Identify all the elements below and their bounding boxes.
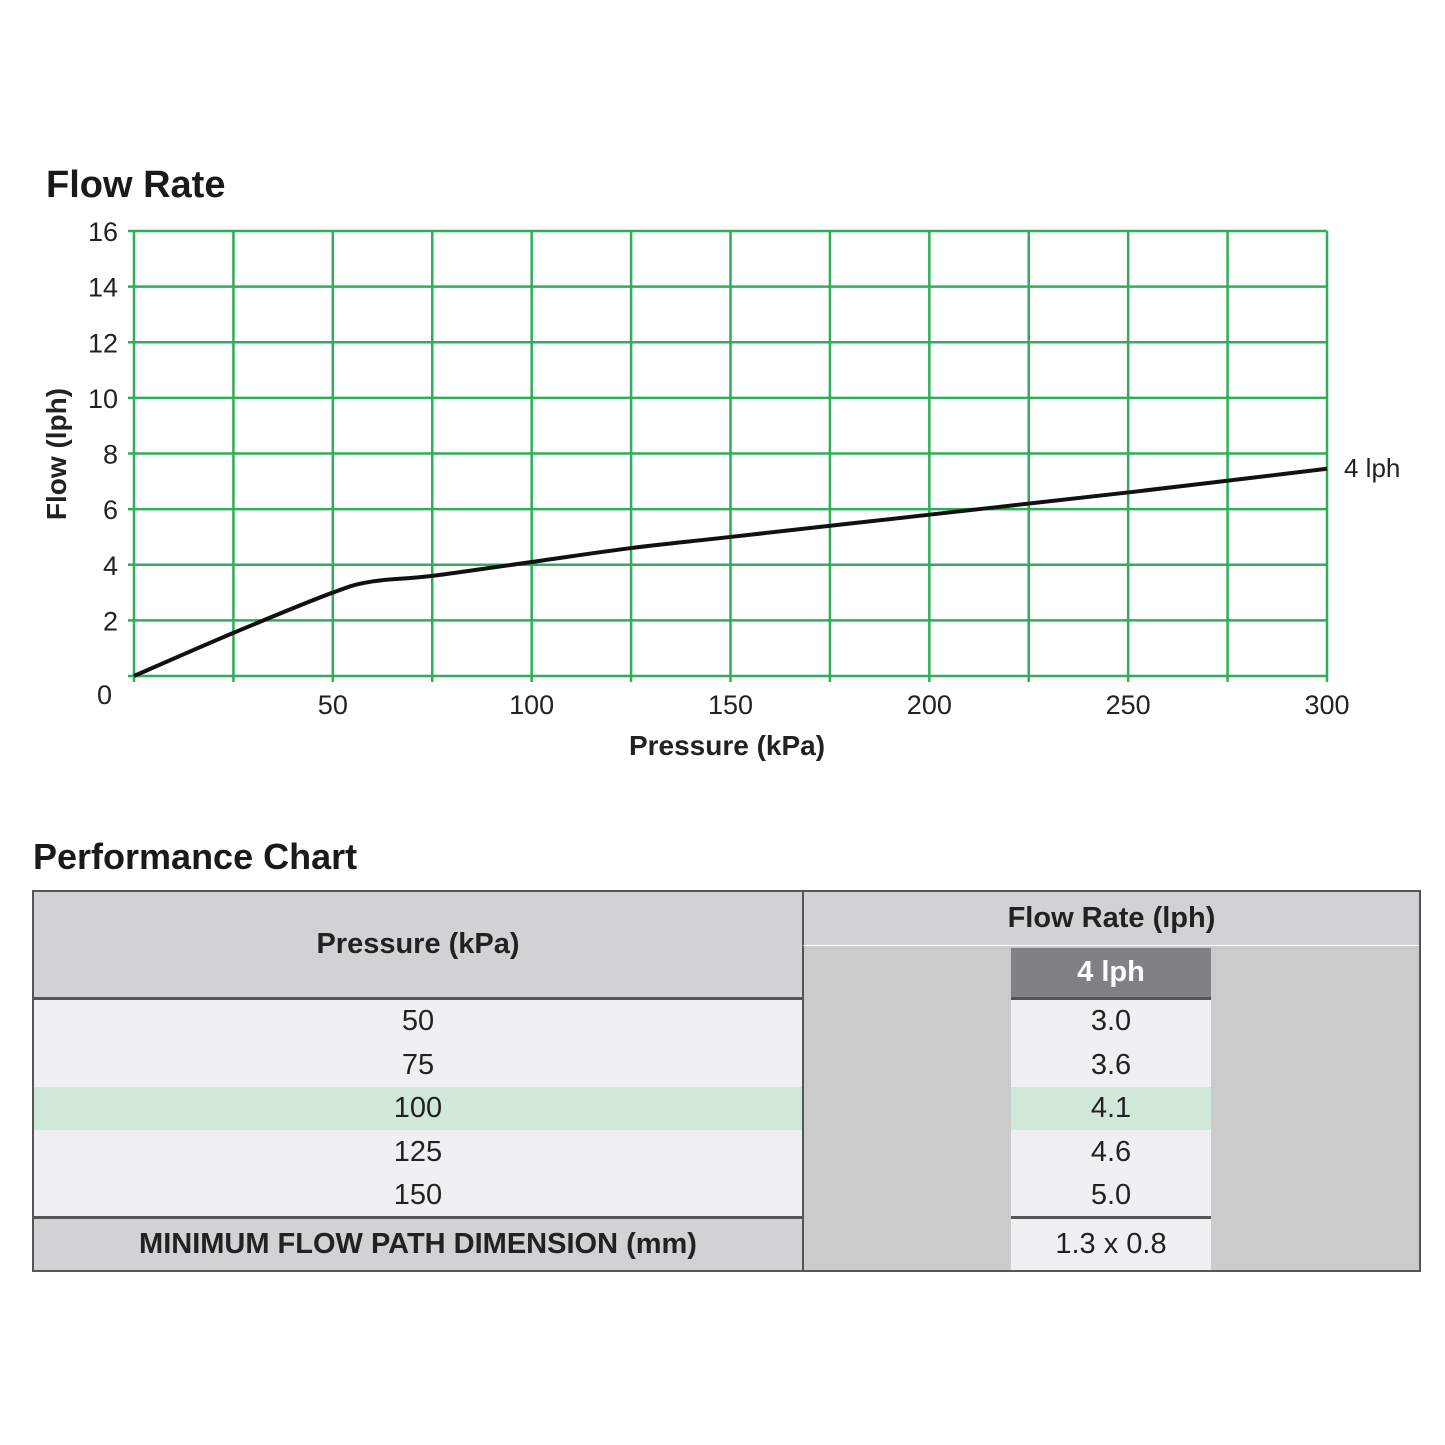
y-tick-label: 16 bbox=[88, 217, 118, 247]
y-tick-label: 14 bbox=[88, 273, 118, 303]
flow-cell: 4.1 bbox=[1011, 1087, 1211, 1130]
y-tick-label: 4 bbox=[103, 551, 118, 581]
footer-value: 1.3 x 0.8 bbox=[1011, 1216, 1211, 1270]
pressure-cell: 150 bbox=[34, 1174, 802, 1216]
performance-table: Pressure (kPa) Flow Rate (lph) 4 lph 50 3… bbox=[32, 890, 1421, 1272]
pressure-cell: 75 bbox=[34, 1043, 802, 1087]
flow-rate-chart: 50 100 150 200 250 300 0 2 4 6 8 10 12 14 16 4 lph Pre… bbox=[41, 217, 1400, 761]
x-tick-label: 250 bbox=[1106, 690, 1151, 720]
x-tick-label: 100 bbox=[509, 690, 554, 720]
y-tick-label: 12 bbox=[88, 328, 118, 358]
x-tick-label: 150 bbox=[708, 690, 753, 720]
table-title: Performance Chart bbox=[33, 836, 358, 877]
x-tick-label: 50 bbox=[318, 690, 348, 720]
x-tick-label: 300 bbox=[1304, 690, 1349, 720]
column-divider bbox=[802, 946, 804, 1272]
grid bbox=[128, 229, 1329, 682]
chart-title: Flow Rate bbox=[46, 164, 226, 206]
y-tick-label: 8 bbox=[103, 440, 118, 470]
flow-cell: 3.6 bbox=[1011, 1043, 1211, 1087]
pressure-header: Pressure (kPa) bbox=[34, 892, 802, 1000]
series-label: 4 lph bbox=[1344, 453, 1400, 483]
footer-label: MINIMUM FLOW PATH DIMENSION (mm) bbox=[34, 1216, 802, 1270]
y-tick-label: 10 bbox=[88, 384, 118, 414]
flow-rate-header: Flow Rate (lph) bbox=[802, 892, 1419, 946]
flow-cell: 3.0 bbox=[1011, 1000, 1211, 1043]
y-tick-label: 0 bbox=[97, 680, 112, 710]
series-line-4lph bbox=[133, 466, 1328, 678]
pressure-cell: 100 bbox=[34, 1087, 802, 1130]
flow-cell: 4.6 bbox=[1011, 1130, 1211, 1174]
pressure-cell: 125 bbox=[34, 1130, 802, 1174]
y-tick-label: 2 bbox=[103, 606, 118, 636]
x-axis-label: Pressure (kPa) bbox=[629, 730, 825, 761]
pressure-cell: 50 bbox=[34, 1000, 802, 1043]
x-tick-label: 200 bbox=[907, 690, 952, 720]
flow-cell: 5.0 bbox=[1011, 1174, 1211, 1216]
model-header-4lph: 4 lph bbox=[1011, 948, 1211, 1000]
tick-labels: 50 100 150 200 250 300 0 2 4 6 8 10 12 14 16 bbox=[88, 217, 1350, 720]
y-tick-label: 6 bbox=[103, 495, 118, 525]
y-axis-label: Flow (lph) bbox=[41, 388, 72, 520]
